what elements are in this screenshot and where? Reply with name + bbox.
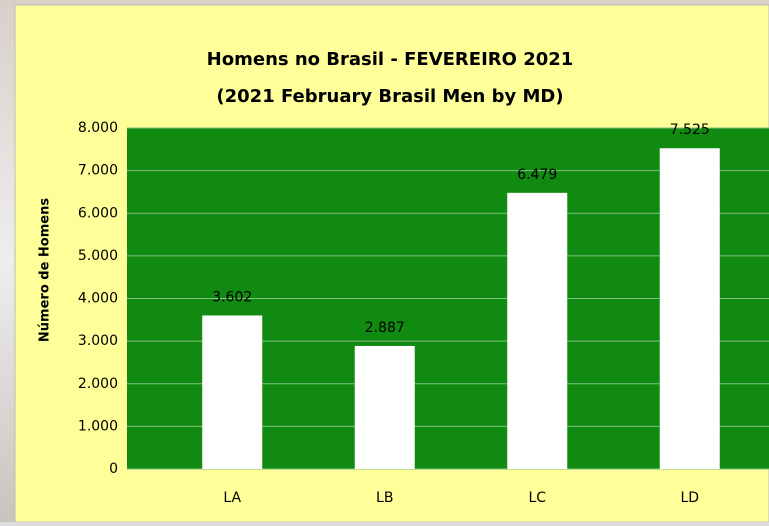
x-tick-label: LD [680, 490, 699, 506]
bar [202, 315, 263, 469]
y-tick-label: 8.000 [78, 120, 118, 136]
y-tick-label: 4.000 [78, 291, 118, 307]
y-tick-label: 7.000 [78, 163, 118, 179]
data-label: 6.479 [517, 167, 557, 183]
bar [507, 192, 568, 469]
y-axis-label: Número de Homens [38, 198, 53, 342]
chart-subtitle: (2021 February Brasil Men by MD) [216, 86, 563, 107]
x-tick-label: LA [223, 490, 241, 506]
bar [659, 148, 720, 469]
bar [354, 345, 415, 469]
data-label: 2.887 [365, 320, 405, 336]
y-tick-label: 5.000 [78, 248, 118, 264]
x-tick-label: LB [376, 490, 393, 506]
y-tick-label: 2.000 [78, 376, 118, 392]
y-tick-label: 6.000 [78, 205, 118, 221]
data-label: 3.602 [212, 289, 252, 305]
y-tick-label: 3.000 [78, 333, 118, 349]
y-tick-label: 0 [109, 461, 118, 477]
y-tick-label: 1.000 [78, 418, 118, 434]
x-tick-label: LC [528, 490, 546, 506]
data-label: 7.525 [670, 122, 710, 138]
chart-title: Homens no Brasil - FEVEREIRO 2021 [207, 49, 574, 70]
